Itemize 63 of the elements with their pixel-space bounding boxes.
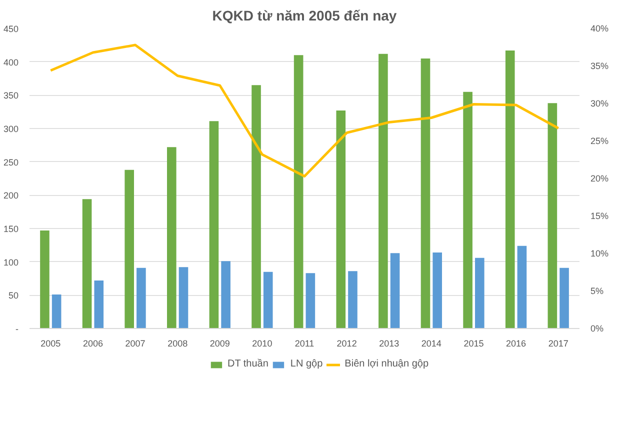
bar [390,253,400,328]
y2-tick-label: 40% [590,24,609,34]
bar [475,258,484,328]
bar [294,55,304,328]
x-tick-label: 2016 [506,338,526,348]
bar [252,85,261,328]
legend-label: Biên lợi nhuận gộp [344,358,429,370]
bar [178,267,188,328]
y2-tick-label: 35% [590,61,609,71]
bar [263,272,273,328]
y-tick-label: 450 [3,24,19,34]
y2-tick-label: 30% [590,98,609,108]
x-tick-label: 2011 [294,338,314,348]
y-tick-label: 250 [3,157,19,168]
bar [306,273,316,328]
y-tick-label: 150 [3,224,19,234]
y-tick-label: 200 [3,190,19,201]
bar [336,110,346,328]
x-tick-label: 2007 [125,338,146,348]
chart-title: KQKD từ năm 2005 đến nay [212,8,397,24]
y-tick-label: 350 [3,90,19,101]
bar [82,199,92,328]
line-series [49,44,560,178]
bar [221,261,230,328]
bar [560,268,569,328]
x-tick-label: 2008 [168,338,188,348]
x-tick-label: 2009 [210,338,230,348]
bar [94,280,104,328]
bar [378,54,388,328]
x-tick-label: 2012 [336,338,357,348]
bar [167,147,176,328]
y-tick-label: 100 [3,257,19,268]
x-tick-label: 2017 [548,338,568,348]
bar [517,246,527,328]
bar [52,294,62,328]
y2-tick-label: 25% [590,136,609,146]
x-tick-label: 2006 [82,338,103,348]
y-tick-label: 50 [8,290,19,301]
y2-tick-label: 15% [590,211,609,221]
x-tick-label: 2014 [421,338,442,348]
bar [136,268,146,328]
bar [548,103,558,328]
legend-label: LN gộp [290,358,323,370]
bar [40,230,50,328]
bar [432,252,442,328]
legend-label: DT thuần [227,358,268,370]
bar [505,50,515,328]
bar [209,121,219,328]
bar [463,92,472,328]
bar [124,170,134,328]
y2-tick-label: 20% [590,174,609,184]
y2-tick-label: 0% [590,324,604,334]
bar [420,58,430,328]
y2-tick-label: 5% [590,286,604,296]
y-tick-label: 400 [3,57,19,68]
y2-tick-label: 10% [590,248,609,258]
bar [348,271,358,328]
y-tick-label: 300 [3,124,19,134]
y-tick-label: - [16,324,19,334]
x-tick-label: 2015 [464,338,484,348]
x-tick-label: 2010 [252,338,272,348]
x-tick-label: 2013 [379,338,400,348]
x-tick-label: 2005 [40,338,61,348]
